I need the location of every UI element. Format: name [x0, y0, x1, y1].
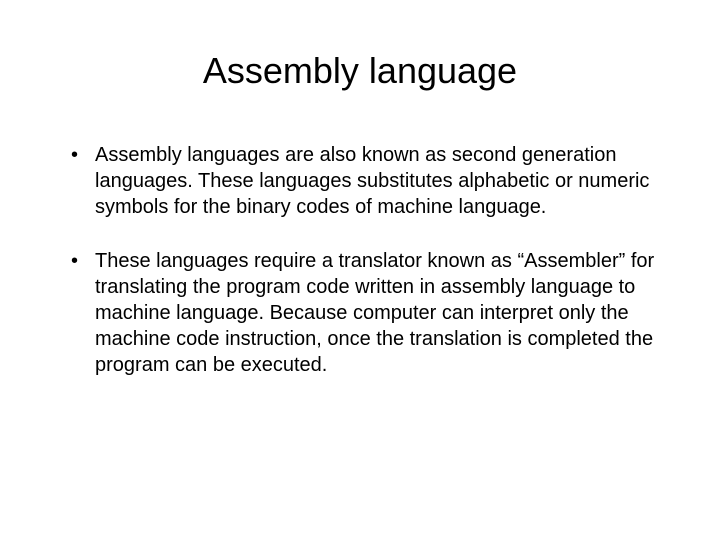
slide-title: Assembly language — [55, 50, 665, 92]
bullet-item: These languages require a translator kno… — [65, 248, 665, 378]
slide-content: Assembly languages are also known as sec… — [55, 142, 665, 378]
bullet-list: Assembly languages are also known as sec… — [65, 142, 665, 378]
bullet-item: Assembly languages are also known as sec… — [65, 142, 665, 220]
